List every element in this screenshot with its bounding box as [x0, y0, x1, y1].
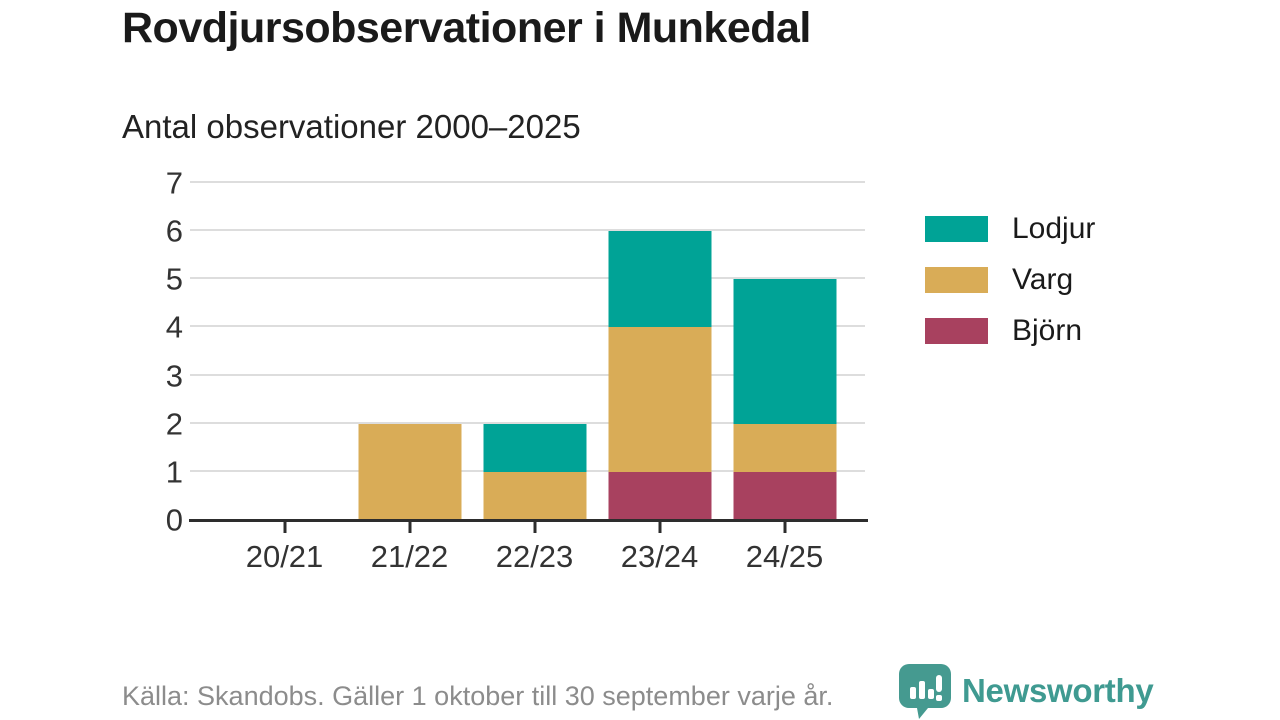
stacked-bar	[483, 183, 586, 520]
legend-swatch	[925, 267, 988, 293]
bar-segment-varg	[608, 327, 711, 472]
bar-segment-lodjur	[733, 279, 836, 424]
x-tick-label: 23/24	[620, 539, 699, 574]
bar-group: 23/24	[597, 183, 722, 574]
x-axis-tick	[783, 521, 786, 533]
y-tick-label: 3	[165, 358, 183, 394]
bars-container: 20/21 21/22 22/23 23/24 24/25	[195, 183, 865, 574]
brand-name: Newsworthy	[962, 671, 1154, 709]
x-axis-line	[189, 519, 868, 522]
gridline	[190, 229, 865, 232]
newsworthy-logo-icon	[897, 662, 953, 719]
bar-segment-varg	[733, 423, 836, 472]
y-tick-label: 1	[165, 454, 183, 490]
legend-item-lodjur: Lodjur	[925, 214, 1095, 244]
legend-swatch	[925, 216, 988, 242]
legend-label: Björn	[1012, 314, 1083, 347]
bar-segment-lodjur	[608, 231, 711, 328]
y-tick-label: 6	[165, 213, 183, 249]
stacked-bar	[358, 183, 461, 520]
x-axis-tick	[408, 521, 411, 533]
gridline	[190, 277, 865, 280]
legend-item-varg: Varg	[925, 265, 1095, 295]
bar-segment-björn	[608, 471, 711, 520]
x-axis-tick	[283, 521, 286, 533]
legend: Lodjur Varg Björn	[925, 214, 1095, 367]
bar-group: 20/21	[222, 183, 347, 574]
x-tick-label: 24/25	[745, 539, 824, 574]
y-tick-label: 0	[165, 502, 183, 538]
x-tick-label: 20/21	[245, 539, 324, 574]
page-title: Rovdjursobservationer i Munkedal	[122, 4, 811, 52]
legend-item-björn: Björn	[925, 316, 1095, 346]
y-tick-label: 7	[165, 165, 183, 201]
bar-segment-lodjur	[483, 423, 586, 472]
bar-group: 24/25	[722, 183, 847, 574]
y-tick-label: 5	[165, 261, 183, 297]
source-note: Källa: Skandobs. Gäller 1 oktober till 3…	[122, 681, 834, 711]
stacked-bar	[233, 183, 336, 520]
bar-segment-varg	[483, 471, 586, 520]
bar-segment-björn	[733, 471, 836, 520]
legend-label: Lodjur	[1012, 212, 1096, 245]
x-tick-label: 22/23	[495, 539, 574, 574]
x-axis-tick	[533, 521, 536, 533]
y-tick-label: 2	[165, 406, 183, 442]
y-tick-label: 4	[165, 309, 183, 345]
legend-swatch	[925, 318, 988, 344]
plot-area: 20/21 21/22 22/23 23/24 24/25	[189, 181, 868, 574]
brand-lockup: Newsworthy	[897, 662, 1154, 719]
gridline	[190, 181, 865, 183]
x-axis-tick	[658, 521, 661, 533]
bar-segment-varg	[358, 423, 461, 520]
bar-group: 22/23	[472, 183, 597, 574]
bar-group: 21/22	[347, 183, 472, 574]
gridline	[190, 421, 865, 424]
y-axis-labels: 0 1 2 3 4 5 6 7	[95, 168, 183, 536]
stacked-bar	[733, 183, 836, 520]
legend-label: Varg	[1012, 263, 1074, 296]
stacked-bar	[608, 183, 711, 520]
x-tick-label: 21/22	[370, 539, 449, 574]
gridline	[190, 325, 865, 328]
chart-subtitle: Antal observationer 2000–2025	[122, 108, 581, 145]
gridline	[190, 373, 865, 376]
